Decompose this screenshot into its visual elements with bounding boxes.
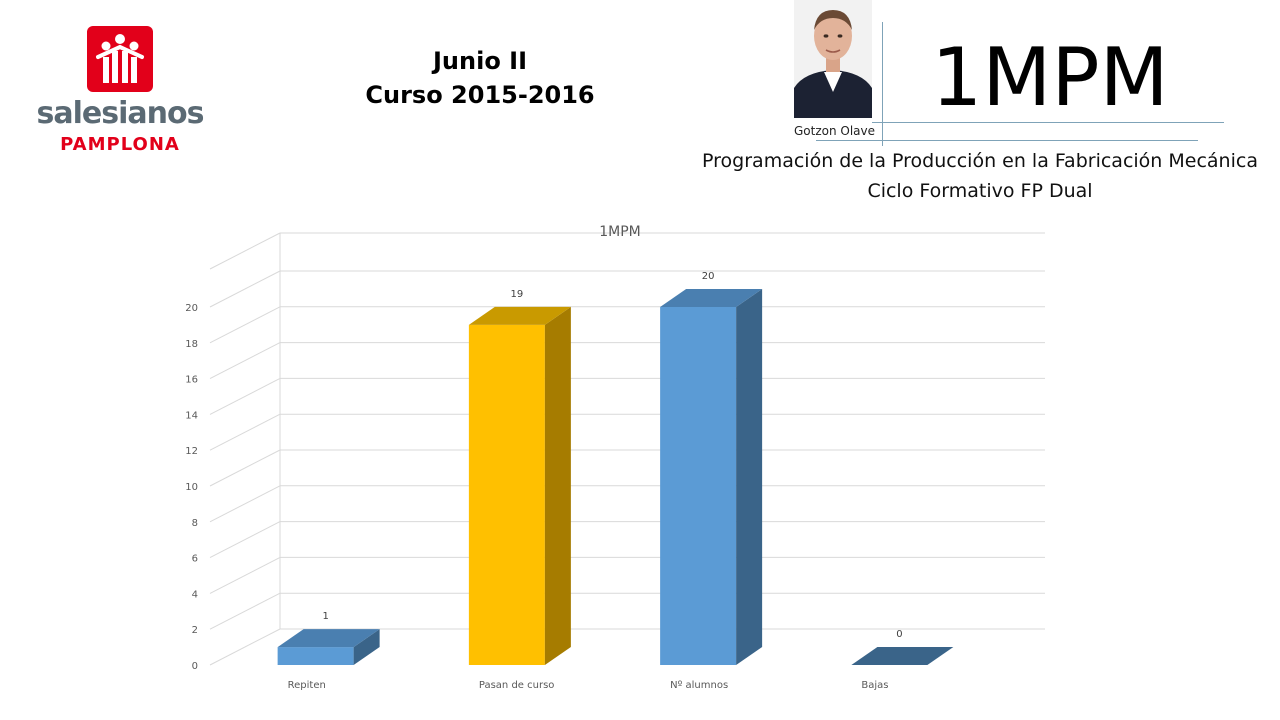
logo-city: PAMPLONA <box>60 134 180 155</box>
data-label: 0 <box>896 629 902 640</box>
bar-side <box>544 306 571 665</box>
y-tick-label: 2 <box>192 625 198 636</box>
bar-1 <box>277 629 380 665</box>
data-label: 20 <box>702 271 715 282</box>
horizontal-rule-bottom <box>816 140 1198 141</box>
gridline-diagonal <box>209 342 281 380</box>
y-tick-label: 14 <box>185 410 198 421</box>
x-tick-label: Nº alumnos <box>670 680 728 691</box>
y-tick-label: 16 <box>185 375 198 386</box>
gridline-diagonal <box>209 232 281 270</box>
bar-front <box>468 324 545 665</box>
gridline-diagonal <box>209 521 281 559</box>
data-label: 19 <box>511 289 524 300</box>
bar-front <box>277 647 354 665</box>
bar-top <box>277 629 380 648</box>
salesianos-icon <box>87 26 153 92</box>
bar-front <box>660 307 737 665</box>
x-tick-label: Bajas <box>861 680 888 691</box>
gridline-diagonal <box>209 306 281 344</box>
bar-top <box>660 289 763 307</box>
bar-top <box>851 647 954 665</box>
gridline-diagonal <box>209 270 281 308</box>
bar-2 <box>468 306 571 665</box>
bar-3 <box>660 289 763 665</box>
vertical-rule <box>882 22 883 146</box>
y-axis-ticks: 0 2 4 6 8 10 12 14 16 18 20 <box>185 303 198 672</box>
gridline-diagonal <box>209 377 281 415</box>
gridline-diagonal <box>209 556 281 594</box>
y-tick-label: 4 <box>192 589 198 600</box>
gridline-diagonal <box>209 592 281 630</box>
teacher-name: Gotzon Olave <box>794 124 876 138</box>
gridline-diagonal <box>209 449 281 487</box>
program-description: Programación de la Producción en la Fabr… <box>680 146 1280 206</box>
y-tick-label: 6 <box>192 554 198 565</box>
salesianos-logo: salesianos PAMPLONA <box>36 26 204 158</box>
y-tick-label: 0 <box>192 661 198 672</box>
chart-gridlines <box>209 232 1045 666</box>
data-label: 1 <box>322 611 328 622</box>
y-tick-label: 18 <box>185 339 198 350</box>
y-tick-label: 20 <box>185 303 198 314</box>
page-title: Junio II Curso 2015-2016 <box>340 44 620 112</box>
title-line-1: Junio II <box>432 47 528 75</box>
logo-name: salesianos <box>36 96 205 131</box>
y-tick-label: 12 <box>185 446 198 457</box>
chart-bars <box>277 289 954 665</box>
teacher-photo <box>794 0 872 118</box>
bar-top <box>468 306 571 325</box>
x-axis-labels: Repiten Pasan de curso Nº alumnos Bajas <box>288 680 889 691</box>
program-name: Programación de la Producción en la Fabr… <box>702 150 1258 172</box>
y-tick-label: 10 <box>185 482 198 493</box>
gridline-diagonal <box>209 485 281 523</box>
program-type: Ciclo Formativo FP Dual <box>867 180 1093 202</box>
horizontal-rule-top <box>872 122 1224 123</box>
chart-title: 1MPM <box>599 224 641 240</box>
gridline-diagonal <box>209 628 281 666</box>
bar-side <box>736 289 763 665</box>
x-tick-label: Pasan de curso <box>479 680 555 691</box>
bar-4 <box>851 647 954 665</box>
group-code: 1MPM <box>931 31 1169 124</box>
y-tick-label: 8 <box>192 518 198 529</box>
x-tick-label: Repiten <box>288 680 326 691</box>
gridline-diagonal <box>209 413 281 451</box>
bar-side <box>353 629 380 665</box>
data-labels: 1 19 20 0 <box>322 271 902 640</box>
title-line-2: Curso 2015-2016 <box>365 81 595 109</box>
